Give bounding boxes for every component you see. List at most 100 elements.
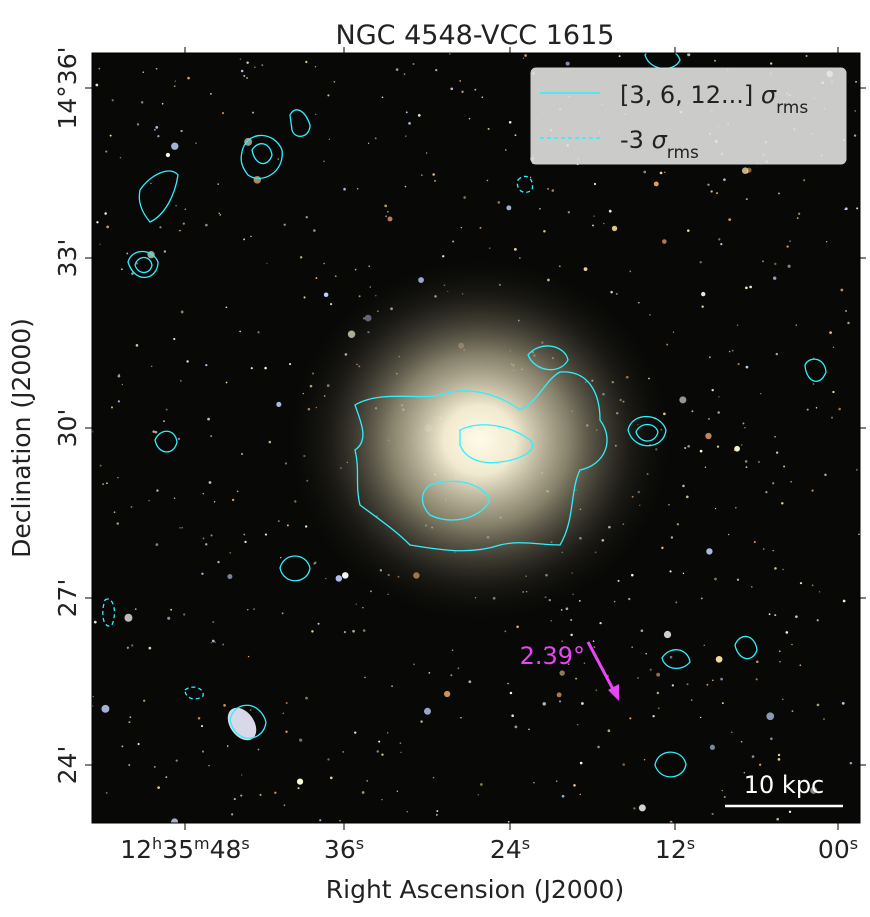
star bbox=[684, 446, 687, 450]
star bbox=[608, 209, 612, 213]
contours bbox=[102, 53, 827, 778]
star bbox=[299, 256, 303, 259]
star bbox=[592, 640, 595, 643]
x-axis-label: Right Ascension (J2000) bbox=[326, 875, 624, 904]
star bbox=[327, 94, 330, 97]
star bbox=[329, 303, 333, 306]
star bbox=[583, 662, 586, 665]
star bbox=[165, 408, 168, 411]
star bbox=[175, 205, 177, 207]
star bbox=[239, 58, 242, 60]
star bbox=[386, 732, 389, 734]
star bbox=[435, 813, 438, 816]
star bbox=[759, 763, 762, 766]
star bbox=[246, 76, 249, 79]
star bbox=[704, 466, 707, 468]
star bbox=[126, 252, 129, 255]
x-tick-label: 24s bbox=[490, 834, 530, 865]
star bbox=[766, 712, 775, 721]
star bbox=[812, 383, 815, 385]
star bbox=[858, 533, 860, 536]
star bbox=[240, 774, 243, 776]
star bbox=[818, 591, 821, 593]
star bbox=[240, 794, 243, 797]
star bbox=[305, 216, 308, 219]
star bbox=[669, 570, 672, 573]
star bbox=[98, 67, 101, 70]
star bbox=[570, 618, 573, 622]
star bbox=[561, 794, 565, 798]
star bbox=[327, 758, 330, 761]
star bbox=[450, 674, 453, 677]
y-tick-label: 30' bbox=[53, 409, 82, 448]
x-tick-label: 36s bbox=[324, 834, 364, 865]
star bbox=[468, 118, 471, 120]
star bbox=[575, 677, 578, 680]
star bbox=[556, 692, 562, 698]
star bbox=[148, 500, 150, 502]
legend-symbol: σ bbox=[652, 126, 668, 154]
star bbox=[243, 533, 246, 536]
x-tick-label: 00s bbox=[818, 834, 858, 865]
star bbox=[174, 80, 176, 82]
star bbox=[261, 64, 264, 67]
star bbox=[451, 649, 454, 651]
star bbox=[795, 324, 798, 326]
legend-text: -3 bbox=[620, 126, 652, 154]
star bbox=[150, 182, 152, 185]
star bbox=[514, 134, 517, 137]
star bbox=[788, 810, 792, 814]
y-tick-label: 24' bbox=[53, 746, 82, 785]
star bbox=[210, 435, 213, 438]
star bbox=[488, 247, 491, 249]
star bbox=[737, 362, 740, 366]
star bbox=[342, 750, 345, 753]
star bbox=[815, 407, 818, 409]
star bbox=[159, 226, 162, 229]
star bbox=[542, 702, 546, 706]
star bbox=[823, 718, 825, 720]
star bbox=[731, 349, 734, 352]
star bbox=[662, 239, 667, 244]
star bbox=[355, 603, 357, 605]
star bbox=[131, 644, 134, 647]
star bbox=[252, 111, 255, 114]
star bbox=[845, 309, 848, 312]
star bbox=[217, 183, 219, 185]
star bbox=[753, 541, 756, 544]
star bbox=[156, 489, 159, 492]
star bbox=[212, 620, 215, 624]
star bbox=[157, 135, 160, 138]
star bbox=[544, 648, 547, 651]
star bbox=[110, 406, 114, 409]
star bbox=[257, 331, 260, 334]
star bbox=[426, 152, 428, 154]
star bbox=[803, 179, 806, 182]
star bbox=[781, 502, 784, 505]
star bbox=[479, 226, 482, 229]
star bbox=[128, 763, 131, 767]
star bbox=[765, 491, 768, 494]
star bbox=[241, 453, 243, 455]
star bbox=[444, 690, 451, 698]
star bbox=[229, 552, 232, 554]
scale-bar-label: 10 kpc bbox=[744, 771, 825, 799]
star bbox=[328, 138, 330, 140]
star bbox=[524, 54, 527, 57]
star bbox=[211, 639, 215, 643]
star bbox=[533, 782, 535, 784]
star bbox=[593, 215, 595, 217]
star bbox=[210, 534, 213, 537]
star bbox=[679, 396, 687, 404]
star bbox=[661, 546, 664, 550]
star bbox=[628, 597, 631, 601]
star bbox=[570, 633, 573, 637]
star bbox=[687, 444, 690, 448]
star bbox=[420, 720, 423, 723]
star bbox=[755, 660, 759, 664]
star bbox=[675, 601, 678, 604]
star bbox=[202, 537, 205, 540]
star bbox=[266, 262, 268, 264]
star bbox=[299, 738, 303, 742]
star bbox=[240, 69, 244, 73]
